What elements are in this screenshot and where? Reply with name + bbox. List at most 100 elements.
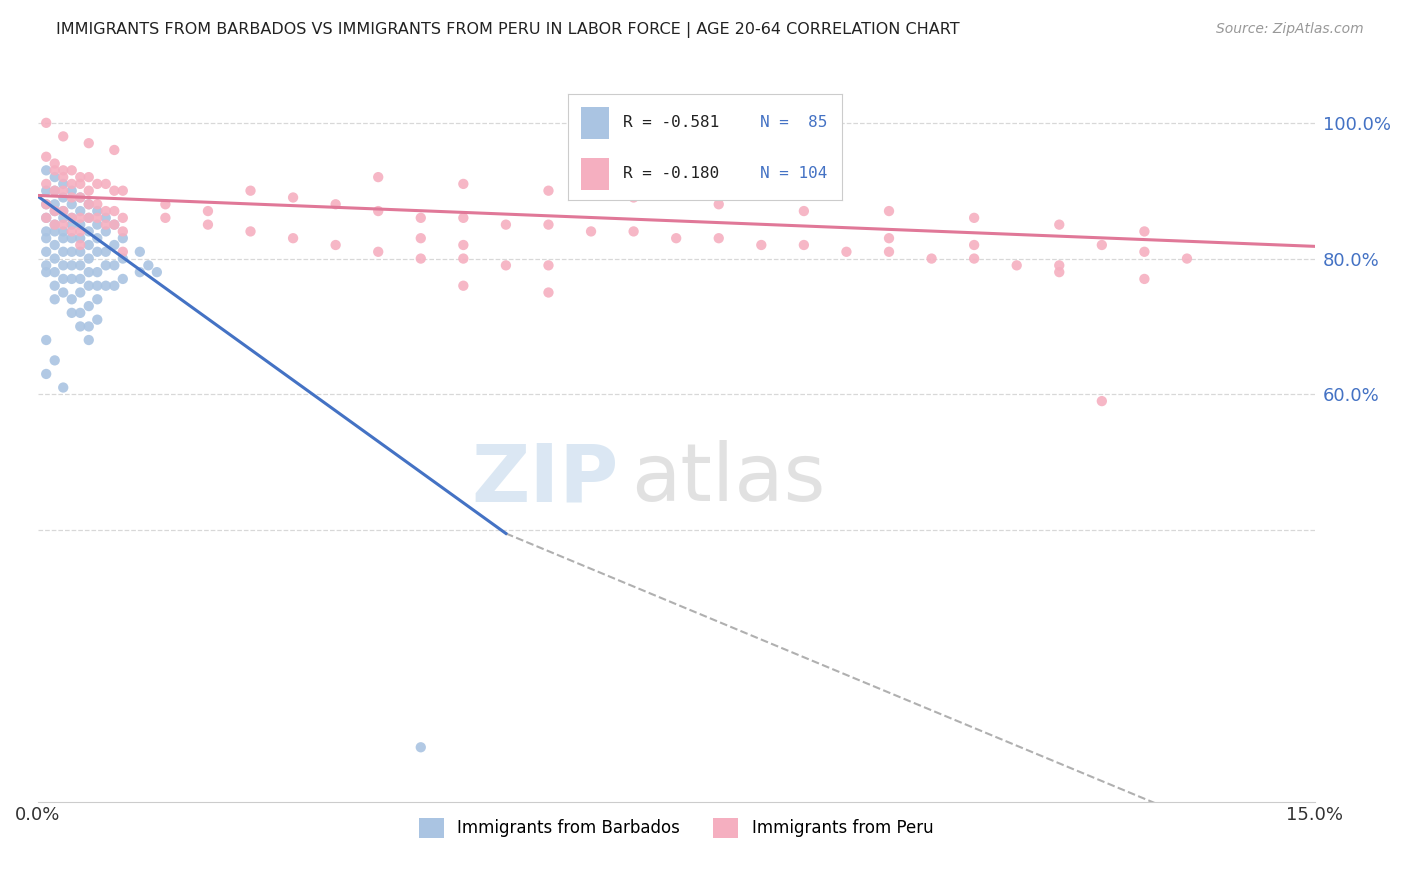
Point: [409, 211, 432, 225]
Point: [60, 231, 83, 245]
Point: [707, 231, 730, 245]
Point: [86, 211, 108, 225]
Point: [52, 380, 75, 394]
Point: [86, 244, 108, 259]
Point: [94, 177, 117, 191]
Point: [86, 265, 108, 279]
Point: [44, 170, 66, 185]
Point: [77, 197, 100, 211]
Point: [537, 218, 560, 232]
Point: [579, 224, 602, 238]
Point: [495, 218, 517, 232]
Point: [44, 218, 66, 232]
Point: [793, 238, 815, 252]
Point: [409, 231, 432, 245]
Point: [877, 244, 900, 259]
Point: [69, 285, 91, 300]
Point: [77, 278, 100, 293]
Point: [35, 211, 58, 225]
Point: [69, 231, 91, 245]
Point: [35, 197, 58, 211]
Point: [69, 211, 91, 225]
Point: [281, 190, 304, 204]
Point: [409, 740, 432, 755]
Point: [111, 224, 134, 238]
Point: [111, 231, 134, 245]
Point: [77, 319, 100, 334]
Point: [35, 367, 58, 381]
Point: [877, 231, 900, 245]
Point: [86, 177, 108, 191]
Point: [69, 170, 91, 185]
Point: [52, 224, 75, 238]
Point: [60, 211, 83, 225]
Point: [60, 190, 83, 204]
Point: [77, 238, 100, 252]
Point: [239, 184, 262, 198]
Point: [111, 272, 134, 286]
Point: [44, 353, 66, 368]
Point: [665, 231, 688, 245]
Point: [69, 224, 91, 238]
Point: [537, 258, 560, 272]
Point: [35, 265, 58, 279]
Point: [35, 177, 58, 191]
Point: [128, 265, 150, 279]
Point: [69, 218, 91, 232]
Point: [35, 224, 58, 238]
Point: [60, 244, 83, 259]
Point: [44, 218, 66, 232]
Point: [35, 244, 58, 259]
Point: [60, 197, 83, 211]
Point: [921, 252, 943, 266]
Point: [52, 231, 75, 245]
Point: [749, 238, 772, 252]
Point: [69, 306, 91, 320]
Point: [86, 278, 108, 293]
Point: [453, 252, 475, 266]
Point: [35, 333, 58, 347]
Point: [44, 278, 66, 293]
Point: [52, 211, 75, 225]
Point: [1091, 238, 1114, 252]
Point: [60, 272, 83, 286]
Point: [495, 258, 517, 272]
Point: [60, 163, 83, 178]
Point: [77, 170, 100, 185]
Point: [52, 177, 75, 191]
Point: [1133, 244, 1156, 259]
Point: [44, 204, 66, 219]
Point: [35, 163, 58, 178]
Point: [281, 231, 304, 245]
Text: Source: ZipAtlas.com: Source: ZipAtlas.com: [1216, 22, 1364, 37]
Point: [35, 197, 58, 211]
Point: [367, 244, 389, 259]
Point: [77, 184, 100, 198]
Point: [35, 184, 58, 198]
Point: [963, 211, 986, 225]
Point: [52, 218, 75, 232]
Point: [60, 258, 83, 272]
Point: [44, 293, 66, 307]
Point: [60, 184, 83, 198]
Point: [103, 258, 125, 272]
Point: [52, 244, 75, 259]
Point: [94, 278, 117, 293]
Point: [44, 252, 66, 266]
Point: [44, 184, 66, 198]
Point: [69, 244, 91, 259]
Point: [77, 136, 100, 151]
Point: [94, 258, 117, 272]
Point: [103, 238, 125, 252]
Point: [60, 218, 83, 232]
Point: [793, 204, 815, 219]
Point: [103, 204, 125, 219]
Point: [367, 204, 389, 219]
Point: [35, 211, 58, 225]
Point: [77, 265, 100, 279]
Point: [86, 231, 108, 245]
Point: [69, 204, 91, 219]
Point: [86, 197, 108, 211]
Point: [835, 244, 858, 259]
Point: [52, 190, 75, 204]
